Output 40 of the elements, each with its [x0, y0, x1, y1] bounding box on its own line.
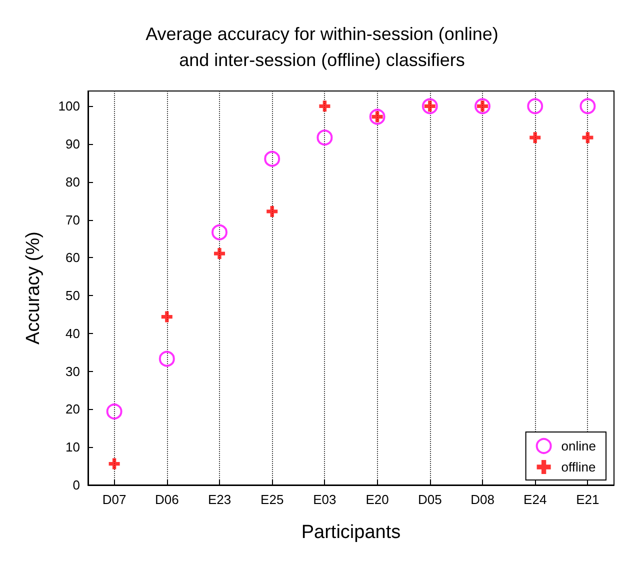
point [319, 100, 330, 112]
x-tick-label: E23 [208, 492, 232, 507]
point [316, 130, 333, 146]
point [214, 248, 225, 260]
legend-label: online [561, 438, 596, 454]
x-tick-label: E24 [524, 492, 547, 507]
y-tick-label: 80 [66, 174, 80, 190]
y-tick-label: 40 [66, 326, 80, 341]
y-axis-title: Accuracy (%) [23, 232, 44, 344]
y-tick-label: 20 [66, 402, 80, 417]
point [158, 350, 175, 367]
point [582, 132, 594, 144]
y-tick-label: 70 [66, 212, 80, 228]
x-tick-label: E21 [576, 492, 600, 507]
point [527, 98, 544, 114]
x-tick-label: D05 [418, 492, 442, 507]
y-tick-label: 100 [58, 98, 80, 114]
x-tick-label: E25 [260, 492, 284, 507]
point [530, 132, 541, 144]
y-tick-label: 10 [66, 440, 80, 455]
x-axis-title: Participants [301, 522, 401, 543]
y-tick-label: 30 [66, 364, 80, 379]
point [161, 311, 172, 322]
x-tick-label: D08 [470, 492, 494, 507]
chart-title: Average accuracy for within-session (online) and inter-session (offline) classifiers [146, 24, 498, 70]
x-tick-label: E20 [366, 492, 389, 507]
point [108, 458, 120, 470]
point [266, 206, 278, 217]
y-tick-label: 0 [72, 478, 80, 492]
y-tick-label: 50 [66, 288, 80, 304]
point [106, 404, 122, 420]
legend-label: offline [561, 460, 596, 474]
x-tick-label: D07 [102, 492, 126, 507]
x-tick-label: E03 [313, 492, 336, 507]
x-tick-label: D06 [154, 492, 179, 507]
y-tick-label: 90 [66, 136, 80, 152]
point [264, 150, 280, 167]
y-tick-label: 60 [66, 250, 80, 266]
point [580, 98, 596, 114]
point [212, 224, 228, 240]
